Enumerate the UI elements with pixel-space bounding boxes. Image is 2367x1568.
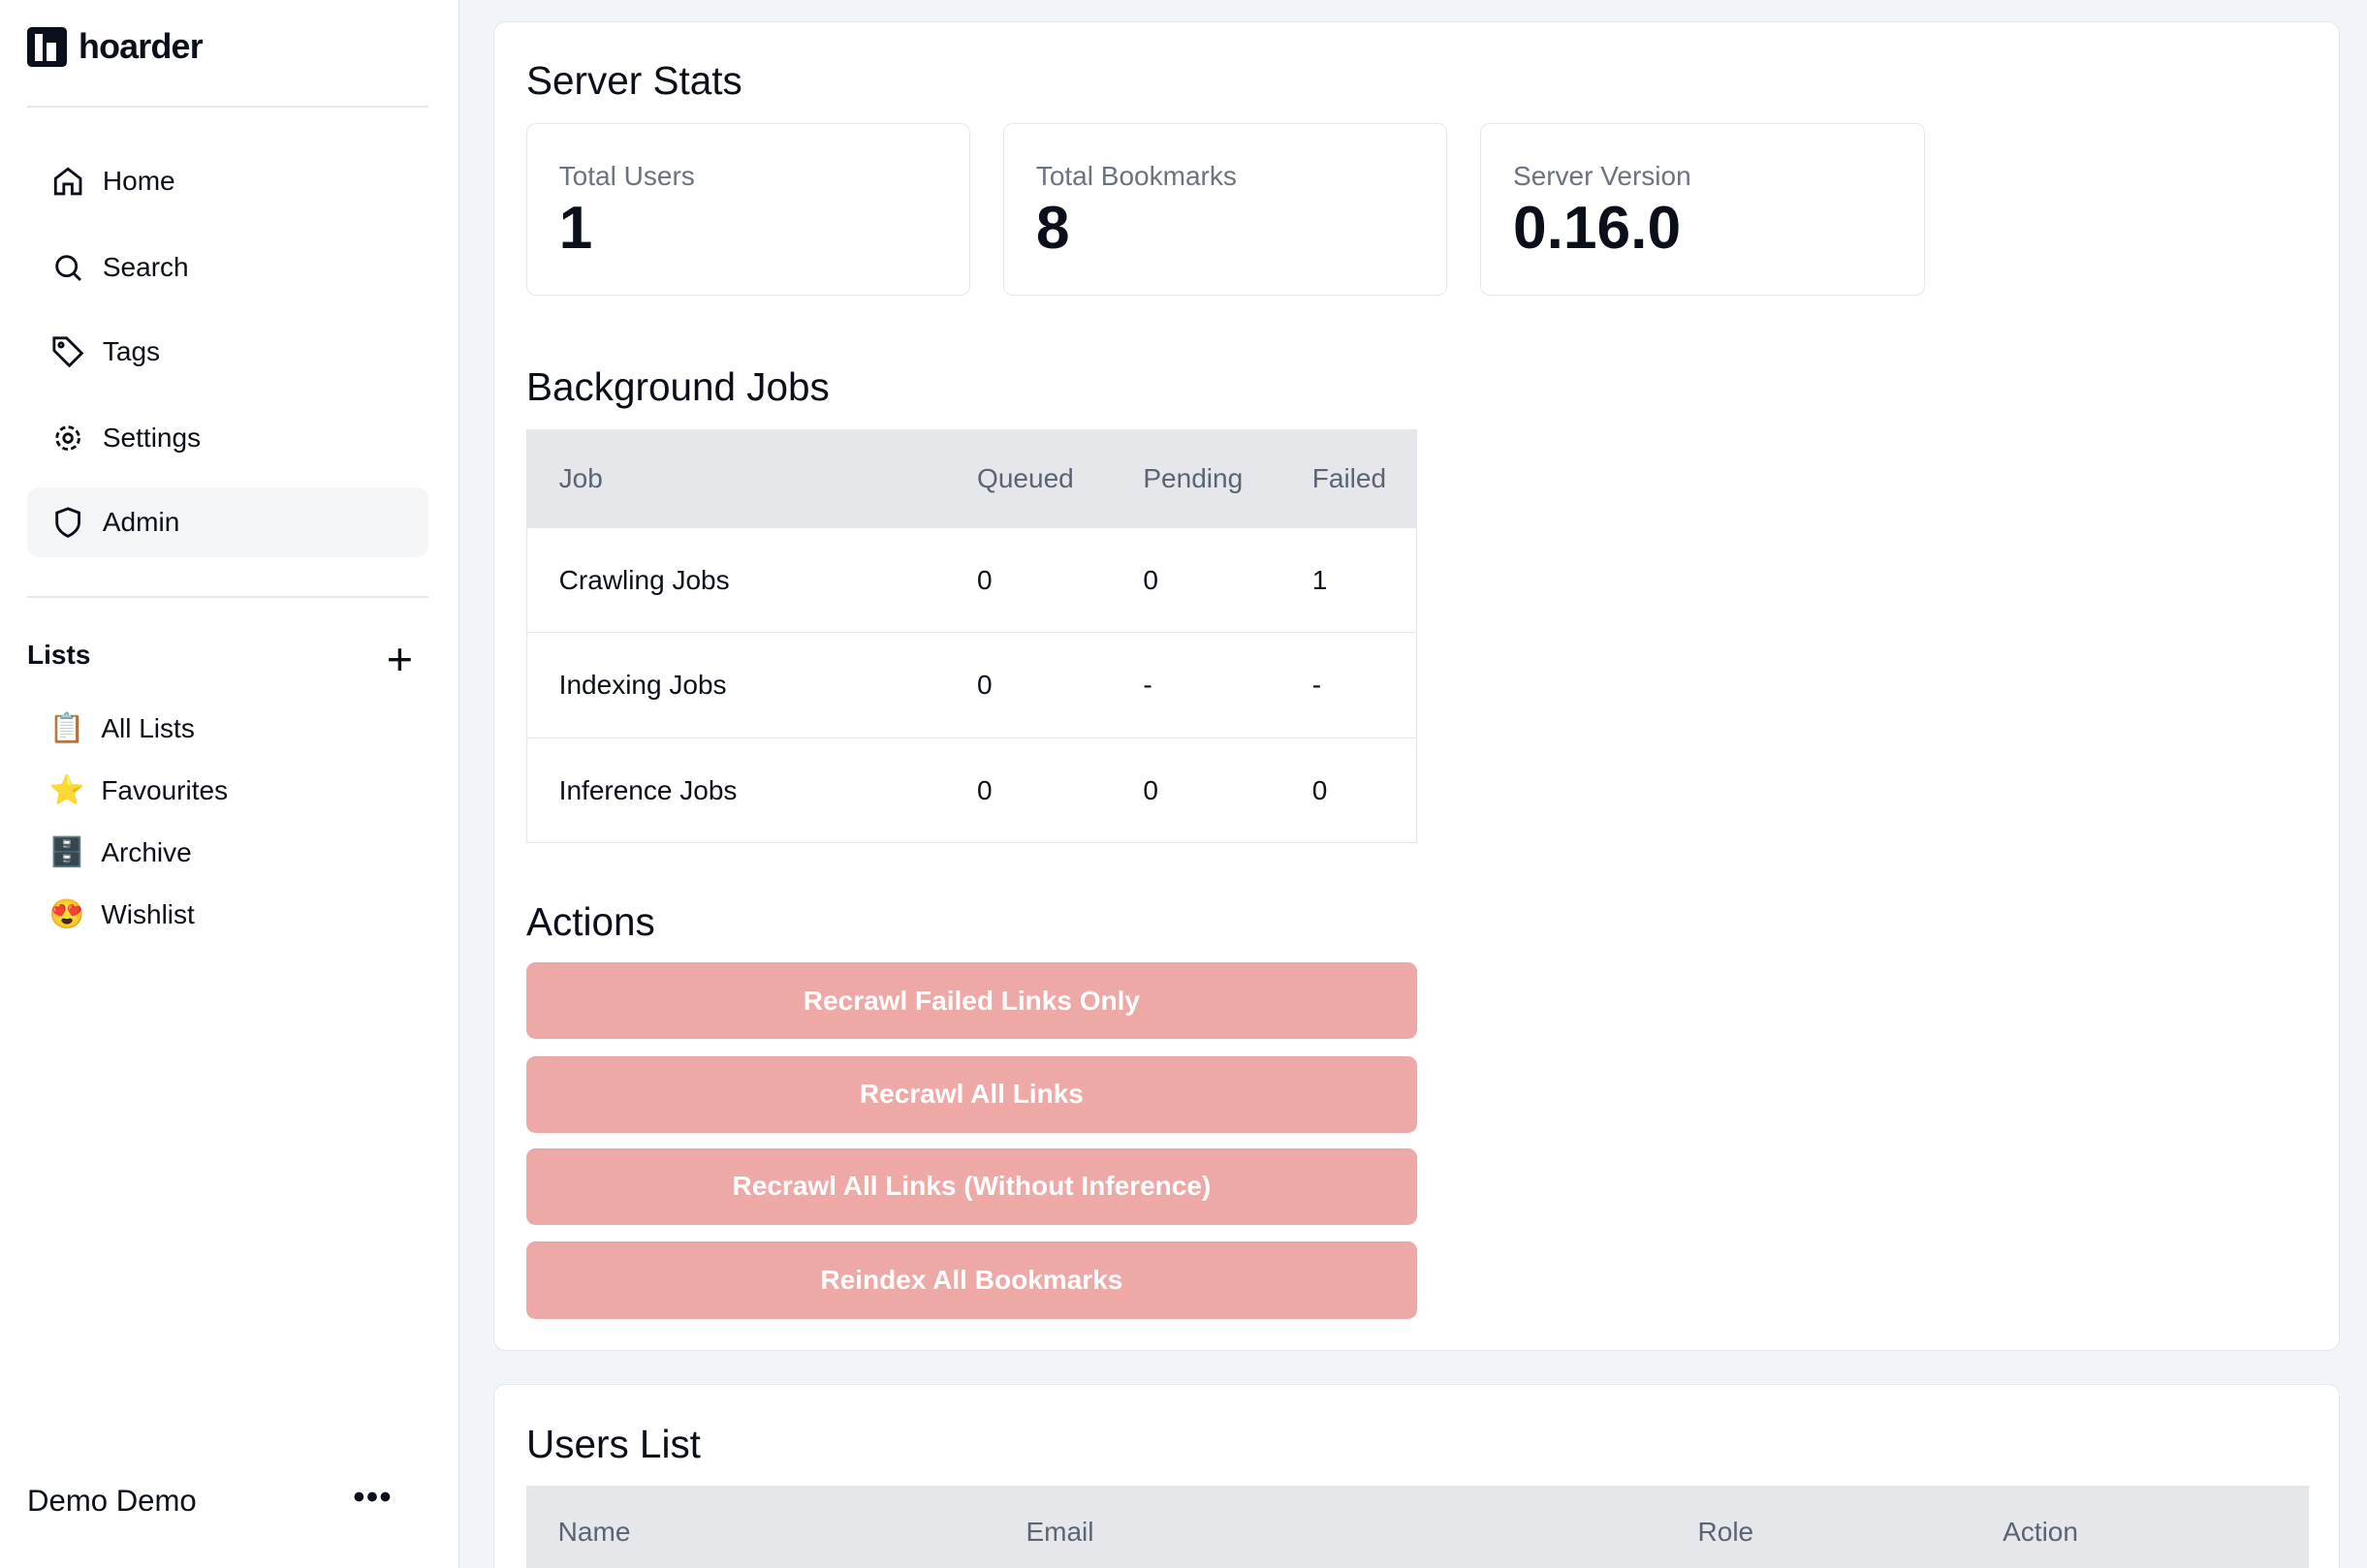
clipboard-icon: 📋 — [48, 712, 85, 745]
stat-server-version: Server Version 0.16.0 — [1480, 123, 1925, 297]
list-label: All Lists — [101, 713, 195, 744]
col-job: Job — [526, 429, 946, 528]
sidebar-item-label: Tags — [102, 335, 161, 366]
users-card: Users List Name Email Role Action — [493, 1384, 2341, 1568]
jobs-table: Job Queued Pending Failed Crawling Jobs 0 0 1 … — [525, 429, 1417, 844]
col-name: Name — [557, 1516, 631, 1547]
stat-total-bookmarks: Total Bookmarks 8 — [1003, 123, 1448, 297]
heart-eyes-icon: 😍 — [48, 897, 85, 930]
sidebar-item-tags[interactable]: Tags — [27, 317, 428, 387]
stat-label: Server Version — [1512, 160, 1691, 191]
reindex-button[interactable]: Reindex All Bookmarks — [525, 1241, 1417, 1319]
search-icon — [55, 254, 81, 281]
users-list-title: Users List — [525, 1421, 701, 1466]
table-row: Inference Jobs 0 0 0 — [526, 737, 1417, 843]
shield-icon — [55, 507, 80, 538]
list-label: Favourites — [101, 774, 229, 805]
recrawl-no-inference-button[interactable]: Recrawl All Links (Without Inference) — [525, 1147, 1417, 1226]
stat-total-users: Total Users 1 — [525, 123, 971, 297]
sidebar: hoarder Home Search Tags Settings Admin … — [0, 0, 460, 1568]
table-row: Indexing Jobs 0- - — [526, 632, 1417, 738]
tag-icon — [52, 336, 84, 368]
cell: 0 — [1111, 526, 1281, 633]
cabinet-icon: 🗄️ — [48, 835, 85, 868]
cell: - — [1111, 632, 1281, 738]
stat-value: 1 — [558, 194, 593, 262]
background-jobs-title: Background Jobs — [525, 364, 830, 410]
admin-card: Server Stats Total Users 1 Total Bookmark… — [493, 20, 2341, 1352]
col-email: Email — [1026, 1516, 1094, 1547]
logo-icon — [27, 27, 67, 67]
list-item-favourites[interactable]: ⭐ Favourites — [48, 774, 228, 807]
star-icon: ⭐ — [48, 773, 85, 806]
sidebar-item-home[interactable]: Home — [27, 146, 428, 216]
recrawl-all-button[interactable]: Recrawl All Links — [525, 1055, 1417, 1134]
list-item-wishlist[interactable]: 😍 Wishlist — [48, 898, 195, 931]
actions-title: Actions — [525, 898, 655, 944]
table-header: Job Queued Pending Failed — [526, 429, 1417, 528]
list-label: Wishlist — [101, 898, 195, 929]
home-icon — [53, 167, 82, 196]
recrawl-failed-button[interactable]: Recrawl Failed Links Only — [525, 962, 1417, 1040]
app-name: hoarder — [78, 27, 204, 67]
users-table-header: Name Email Role Action — [525, 1486, 2310, 1568]
col-action: Action — [2003, 1516, 2078, 1547]
stat-value: 0.16.0 — [1512, 194, 1682, 262]
sidebar-item-settings[interactable]: Settings — [27, 403, 428, 473]
divider — [27, 596, 429, 598]
cell: Inference Jobs — [526, 737, 946, 843]
cell: - — [1280, 632, 1417, 738]
stat-value: 8 — [1035, 194, 1070, 262]
list-label: Archive — [101, 836, 192, 867]
sidebar-item-label: Settings — [102, 422, 202, 453]
stat-label: Total Bookmarks — [1035, 160, 1237, 191]
sidebar-item-label: Home — [102, 165, 175, 196]
cell: 0 — [945, 526, 1112, 633]
cell: 0 — [945, 737, 1112, 843]
gear-icon — [55, 424, 80, 451]
more-options-icon[interactable]: ••• — [353, 1479, 394, 1517]
list-item-all-lists[interactable]: 📋 All Lists — [48, 712, 195, 745]
cell: 0 — [1111, 737, 1281, 843]
lists-heading: Lists — [27, 640, 91, 671]
sidebar-item-search[interactable]: Search — [27, 233, 428, 302]
add-list-button[interactable]: + — [386, 634, 413, 685]
sidebar-item-label: Search — [102, 251, 189, 282]
col-role: Role — [1697, 1516, 1754, 1547]
table-row: Crawling Jobs 0 0 1 — [526, 526, 1417, 633]
cell: 0 — [945, 632, 1112, 738]
col-pending: Pending — [1111, 429, 1281, 528]
list-item-archive[interactable]: 🗄️ Archive — [48, 836, 192, 869]
cell: 0 — [1280, 737, 1417, 843]
stat-label: Total Users — [558, 160, 695, 191]
col-queued: Queued — [945, 429, 1112, 528]
server-stats-title: Server Stats — [525, 58, 742, 104]
sidebar-item-admin[interactable]: Admin — [27, 487, 429, 557]
sidebar-item-label: Admin — [102, 506, 180, 537]
user-name: Demo Demo — [27, 1483, 197, 1518]
cell: Indexing Jobs — [526, 632, 946, 738]
divider — [27, 106, 429, 108]
cell: 1 — [1280, 526, 1417, 633]
col-failed: Failed — [1280, 429, 1417, 528]
cell: Crawling Jobs — [526, 526, 946, 633]
logo[interactable]: hoarder — [27, 27, 204, 67]
